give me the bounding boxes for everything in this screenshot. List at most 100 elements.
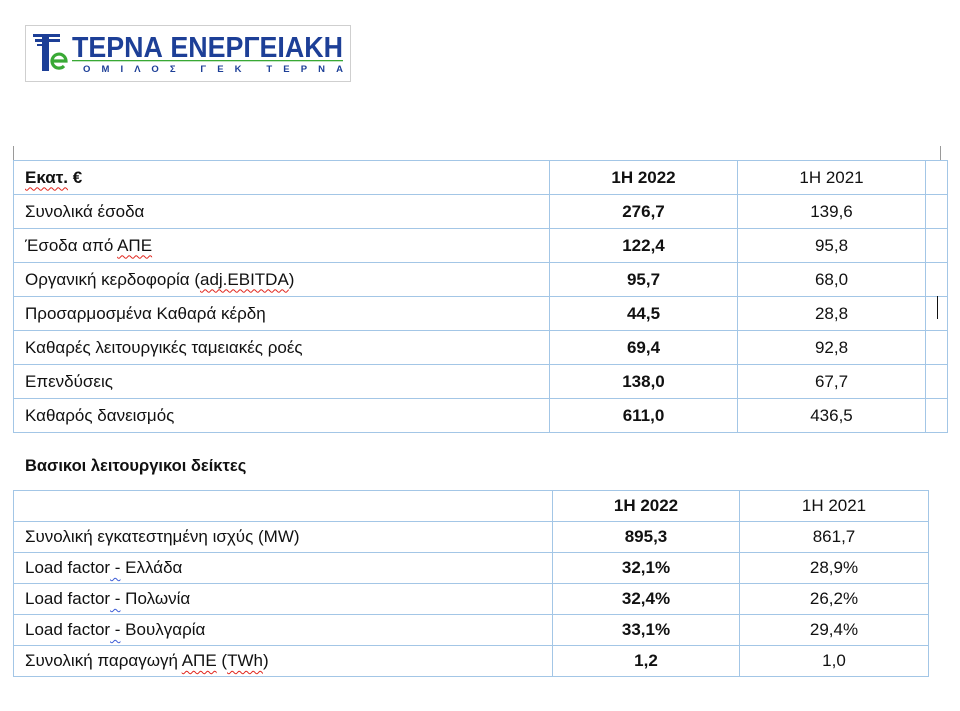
value-1h-2021: 29,4% xyxy=(740,615,929,646)
label-segment: TWh xyxy=(227,651,263,670)
table-row: Καθαρός δανεισμός 611,0 436,5 xyxy=(14,399,948,433)
metric-label: Load factor - Ελλάδα xyxy=(14,553,553,584)
value-1h-2021: 26,2% xyxy=(740,584,929,615)
label-segment: - xyxy=(110,620,121,639)
label-segment: Καθαρές λειτουργικές ταμειακές ροές xyxy=(25,337,303,357)
metric-label: Καθαρές λειτουργικές ταμειακές ροές xyxy=(14,331,550,365)
label-segment: € xyxy=(68,167,83,187)
label-segment: Εκατ. xyxy=(25,167,69,187)
label-segment: Οργανική κερδοφορία ( xyxy=(25,269,200,289)
value-1h-2021: 92,8 xyxy=(738,331,926,365)
label-segment: Πολωνία xyxy=(120,589,191,608)
metric-label: Συνολική παραγωγή ΑΠΕ (TWh) xyxy=(14,646,553,677)
metric-label: Load factor - Πολωνία xyxy=(14,584,553,615)
label-segment: Ελλάδα xyxy=(120,558,183,577)
metric-label: Οργανική κερδοφορία (adj.EBITDA) xyxy=(14,263,550,297)
metric-label-text: Καθαρές λειτουργικές ταμειακές ροές xyxy=(25,338,303,358)
label-segment: Επενδύσεις xyxy=(25,371,113,391)
table-row: Οργανική κερδοφορία (adj.EBITDA) 95,7 68… xyxy=(14,263,948,297)
value-1h-2021: 139,6 xyxy=(738,195,926,229)
table-row: Συνολικά έσοδα 276,7 139,6 xyxy=(14,195,948,229)
label-segment: Load factor xyxy=(25,558,111,577)
value-1h-2022: 32,4% xyxy=(553,584,740,615)
label-segment: Καθαρός δανεισμός xyxy=(25,405,175,425)
value-1h-2021: 95,8 xyxy=(738,229,926,263)
metric-label: Καθαρός δανεισμός xyxy=(14,399,550,433)
metric-label-text: Συνολικά έσοδα xyxy=(25,202,144,222)
header-1h-2022: 1Η 2022 xyxy=(550,161,738,195)
label-segment: Load factor xyxy=(25,620,111,639)
value-1h-2022: 33,1% xyxy=(553,615,740,646)
metric-label: Load factor - Βουλγαρία xyxy=(14,615,553,646)
empty-cell xyxy=(926,263,948,297)
value-1h-2022: 1,2 xyxy=(553,646,740,677)
header-unit-cell: Εκατ. € xyxy=(14,161,550,195)
value-1h-2022: 611,0 xyxy=(550,399,738,433)
table-row: Συνολική εγκατεστημένη ισχύς (MW) 895,3 … xyxy=(14,522,929,553)
label-segment: ) xyxy=(262,651,269,670)
empty-header-cell xyxy=(14,491,553,522)
metric-label-text: Load factor - Ελλάδα xyxy=(25,558,182,578)
value-1h-2022: 44,5 xyxy=(550,297,738,331)
metric-label-text: Έσοδα από ΑΠΕ xyxy=(25,236,152,256)
value-1h-2022: 69,4 xyxy=(550,331,738,365)
label-segment: adj.EBITDA xyxy=(199,269,289,289)
logo-divider-line xyxy=(72,60,343,62)
table-right-marker xyxy=(940,146,941,160)
metric-label-text: Load factor - Βουλγαρία xyxy=(25,620,205,640)
label-segment: ΑΠΕ xyxy=(117,235,153,255)
value-1h-2022: 138,0 xyxy=(550,365,738,399)
empty-cell xyxy=(926,161,948,195)
empty-cell xyxy=(926,195,948,229)
metric-label: Προσαρμοσμένα Καθαρά κέρδη xyxy=(14,297,550,331)
table-header-row: 1Η 2022 1Η 2021 xyxy=(14,491,929,522)
table-row: Επενδύσεις 138,0 67,7 xyxy=(14,365,948,399)
section-title: Βασικοι λειτουργικοι δείκτες xyxy=(25,457,247,475)
empty-cell xyxy=(926,229,948,263)
metric-label-text: Συνολική παραγωγή ΑΠΕ (TWh) xyxy=(25,651,269,671)
metric-label: Συνολικά έσοδα xyxy=(14,195,550,229)
label-segment: Συνολική παραγωγή xyxy=(25,651,182,670)
empty-cell xyxy=(926,331,948,365)
label-segment: ( xyxy=(216,651,228,670)
header-1h-2021: 1Η 2021 xyxy=(740,491,929,522)
terna-logo-icon xyxy=(33,34,68,71)
label-segment: Έσοδα από xyxy=(25,235,118,255)
table-row: Load factor - Ελλάδα 32,1% 28,9% xyxy=(14,553,929,584)
value-1h-2021: 28,9% xyxy=(740,553,929,584)
text-cursor xyxy=(937,296,938,319)
header-1h-2022: 1Η 2022 xyxy=(553,491,740,522)
label-segment: ΑΠΕ xyxy=(181,651,217,670)
table-row: Έσοδα από ΑΠΕ 122,4 95,8 xyxy=(14,229,948,263)
metric-label-text: Επενδύσεις xyxy=(25,372,113,392)
financial-results-table: Εκατ. € 1Η 2022 1Η 2021 Συνολικά έσοδα 2… xyxy=(13,160,948,433)
label-segment: - xyxy=(110,558,121,577)
company-logo-graphic: ΤΕΡΝΑ ΕΝΕΡΓΕΙΑΚΗ ΟΜΙΛΟΣ ΓΕΚ ΤΕΡΝΑ xyxy=(33,32,343,75)
metric-label-text: Προσαρμοσμένα Καθαρά κέρδη xyxy=(25,304,266,324)
table-row: Προσαρμοσμένα Καθαρά κέρδη 44,5 28,8 xyxy=(14,297,948,331)
header-1h-2021: 1Η 2021 xyxy=(738,161,926,195)
label-segment: - xyxy=(110,589,121,608)
value-1h-2022: 276,7 xyxy=(550,195,738,229)
metric-label-text: Οργανική κερδοφορία (adj.EBITDA) xyxy=(25,270,294,290)
value-1h-2021: 67,7 xyxy=(738,365,926,399)
value-1h-2021: 1,0 xyxy=(740,646,929,677)
label-segment: Συνολικά έσοδα xyxy=(25,201,145,221)
metric-label: Συνολική εγκατεστημένη ισχύς (MW) xyxy=(14,522,553,553)
label-segment: Προσαρμοσμένα Καθαρά κέρδη xyxy=(25,303,266,323)
table-left-marker xyxy=(13,146,14,160)
table-row: Load factor - Πολωνία 32,4% 26,2% xyxy=(14,584,929,615)
company-logo: ΤΕΡΝΑ ΕΝΕΡΓΕΙΑΚΗ ΟΜΙΛΟΣ ΓΕΚ ΤΕΡΝΑ xyxy=(25,25,351,82)
value-1h-2021: 861,7 xyxy=(740,522,929,553)
label-segment: ) xyxy=(288,269,295,289)
logo-tagline: ΟΜΙΛΟΣ ΓΕΚ ΤΕΡΝΑ xyxy=(83,64,343,75)
value-1h-2021: 28,8 xyxy=(738,297,926,331)
metric-label-text: Καθαρός δανεισμός xyxy=(25,406,174,426)
empty-cell xyxy=(926,365,948,399)
value-1h-2022: 95,7 xyxy=(550,263,738,297)
metric-label-text: Load factor - Πολωνία xyxy=(25,589,190,609)
table-row: Load factor - Βουλγαρία 33,1% 29,4% xyxy=(14,615,929,646)
header-unit-label: Εκατ. € xyxy=(25,168,82,188)
metric-label-text: Συνολική εγκατεστημένη ισχύς (MW) xyxy=(25,527,300,547)
value-1h-2022: 895,3 xyxy=(553,522,740,553)
